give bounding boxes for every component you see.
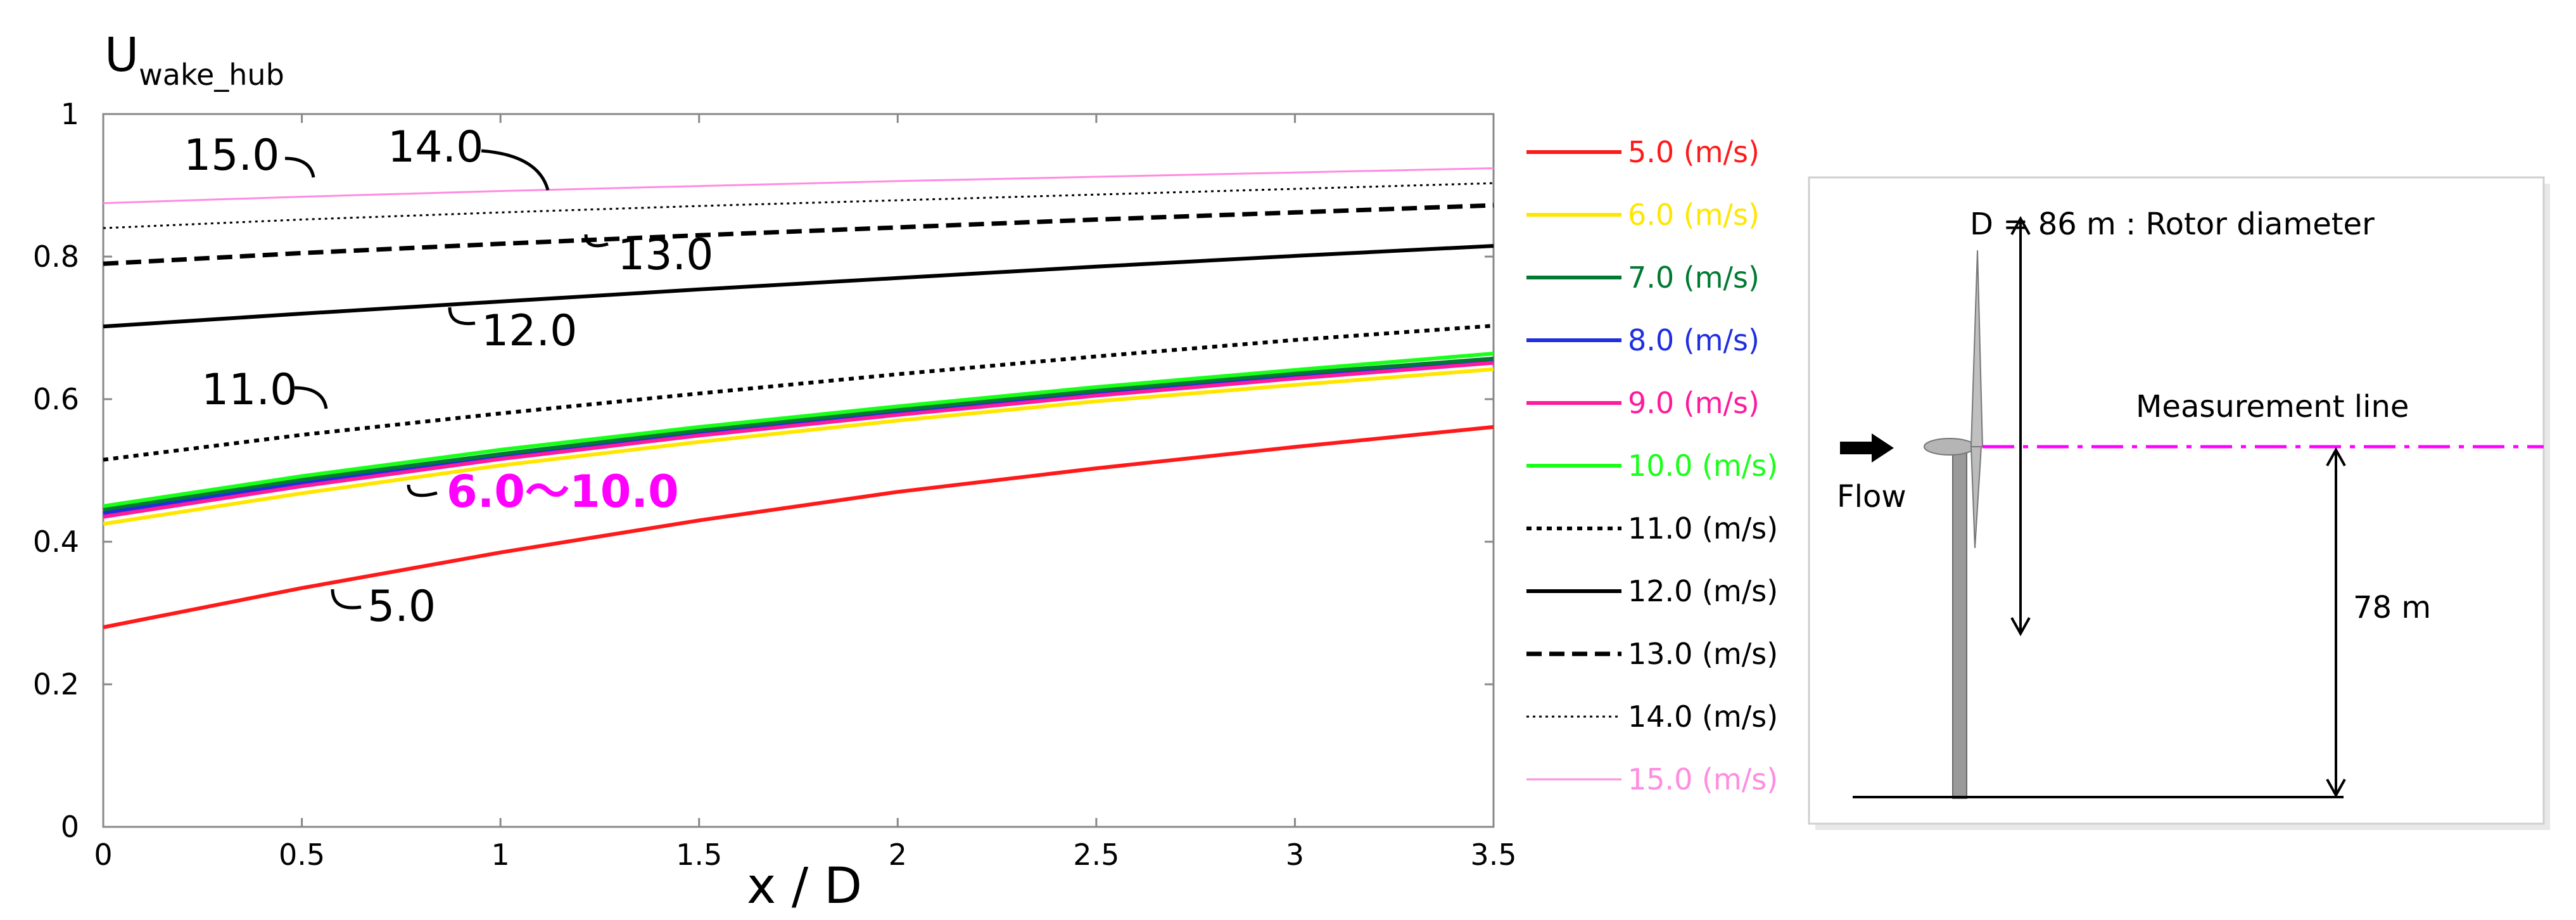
turbine-nacelle [1924, 438, 1976, 456]
x-tick-label: 1.5 [676, 838, 722, 872]
legend-label: 8.0 (m/s) [1628, 323, 1760, 357]
x-tick-label: 2 [889, 838, 907, 872]
legend-label: 9.0 (m/s) [1628, 386, 1760, 420]
legend-label: 15.0 (m/s) [1628, 762, 1778, 796]
y-tick-label: 0.8 [33, 240, 79, 274]
measurement-label: Measurement line [2136, 389, 2409, 425]
turbine-schematic: D = 86 m : Rotor diameter Measurement li… [1808, 176, 2550, 830]
annotations [284, 149, 609, 610]
schematic-box [1808, 176, 2545, 825]
y-tick-label: 0 [61, 810, 79, 844]
series-line-6.0 [103, 367, 1494, 526]
y-tick-label: 0.2 [33, 667, 79, 701]
height-arrowhead-bottom [2326, 779, 2346, 798]
rotor-diameter-arrowhead-top [2010, 215, 2031, 235]
annotation-6-10: 6.0～10.0 [447, 466, 679, 518]
annotation-leader-610 [407, 484, 438, 497]
annotation-13: 13.0 [618, 230, 713, 280]
y-axis-label: Uwake_hub [105, 28, 284, 92]
annotation-11: 11.0 [201, 365, 297, 415]
legend-label: 6.0 (m/s) [1628, 198, 1760, 232]
series-line-10.0 [103, 352, 1494, 508]
series-line-13.0 [103, 203, 1494, 266]
legend-label: 11.0 (m/s) [1628, 511, 1778, 546]
x-tick-label: 2.5 [1073, 838, 1119, 872]
annotation-14: 14.0 [388, 122, 483, 172]
series-line-15.0 [103, 167, 1494, 205]
series-lines [103, 167, 1494, 629]
legend-label: 14.0 (m/s) [1628, 700, 1778, 734]
annotation-leader-15 [284, 157, 315, 178]
height-arrowhead-top [2326, 447, 2346, 466]
x-tick-label: 3 [1286, 838, 1304, 872]
legend-label: 13.0 (m/s) [1628, 637, 1778, 671]
rotor-diameter-arrowhead-bottom [2010, 617, 2031, 637]
series-line-5.0 [103, 425, 1494, 629]
legend-label: 7.0 (m/s) [1628, 260, 1760, 295]
series-line-7.0 [103, 356, 1494, 512]
series-line-11.0 [103, 324, 1494, 462]
flow-label: Flow [1837, 479, 1907, 514]
annotation-12: 12.0 [481, 306, 577, 356]
annotation-leader-13 [584, 234, 609, 248]
plot-area [102, 113, 1495, 828]
legend-label: 12.0 (m/s) [1628, 574, 1778, 608]
legend-label: 10.0 (m/s) [1628, 449, 1778, 483]
x-tick-label: 0.5 [279, 838, 325, 872]
y-tick-label: 1 [61, 97, 79, 131]
x-tick-label: 0 [94, 838, 112, 872]
schematic-title: D = 86 m : Rotor diameter [1970, 207, 2375, 242]
series-line-14.0 [103, 182, 1494, 229]
x-axis-label: x / D [747, 858, 862, 915]
legend: 5.0 (m/s) 6.0 (m/s) 7.0 (m/s) 8.0 (m/s) 9.0 … [1526, 135, 1778, 796]
axis-ticks: 0 0.5 1 1.5 2 2.5 3 3.5 0 0.2 0.4 0.6 0.8 1 [33, 97, 1517, 872]
height-label: 78 m [2353, 590, 2431, 625]
x-tick-label: 3.5 [1470, 838, 1516, 872]
legend-label: 5.0 (m/s) [1628, 135, 1760, 169]
turbine-tower [1952, 446, 1967, 799]
annotation-15: 15.0 [184, 131, 279, 181]
turbine-blade-lower [1970, 446, 1983, 549]
series-line-8.0 [103, 359, 1494, 515]
annotation-leader-12 [448, 307, 476, 326]
flow-arrow-icon [1840, 433, 1894, 463]
series-line-9.0 [103, 361, 1494, 519]
annotation-5: 5.0 [367, 582, 436, 632]
x-tick-label: 1 [492, 838, 510, 872]
annotation-leader-14 [481, 149, 550, 191]
annotation-leader-5 [331, 589, 362, 610]
annotation-leader-11 [294, 386, 328, 409]
y-tick-label: 0.4 [33, 525, 79, 559]
series-line-12.0 [103, 244, 1494, 329]
y-tick-label: 0.6 [33, 382, 79, 416]
